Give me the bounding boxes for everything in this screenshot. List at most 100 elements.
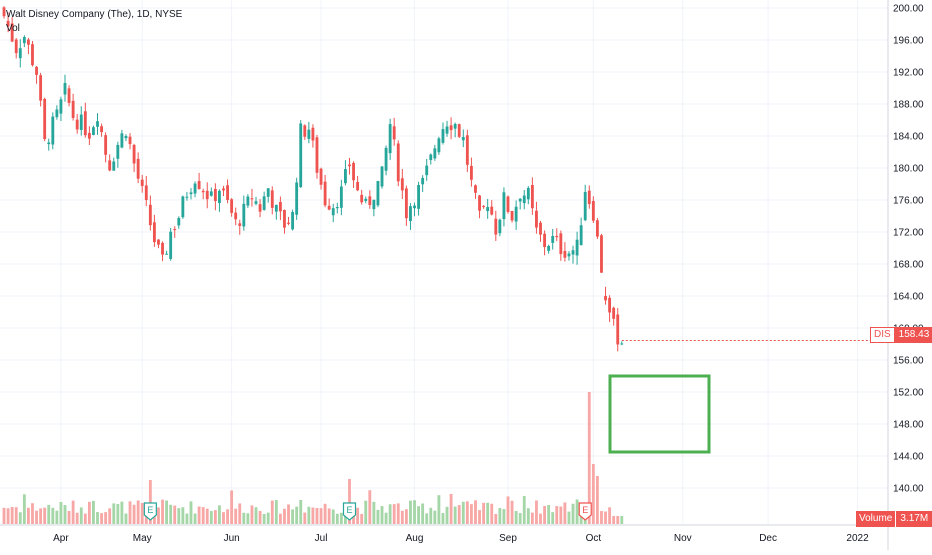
candle [514,200,518,230]
candle [71,93,75,121]
candle-body [234,212,238,220]
candle-body [364,198,368,201]
candle-body [335,207,339,209]
candle-body [307,129,311,139]
candle-body [51,116,55,145]
candle [31,41,34,67]
candle [522,189,526,210]
candle-body [132,144,136,164]
volume-bar [429,507,433,524]
candle-body [303,125,307,137]
candle-body [348,164,351,167]
candle [372,199,376,217]
candle [388,118,392,160]
candle-body [587,190,591,205]
volume-bar [148,480,152,524]
y-tick-label: 176.00 [893,196,924,207]
candle-body [173,229,177,231]
volume-bar [104,512,108,524]
x-tick-label: Jun [224,533,240,544]
volume-bar [262,513,266,524]
candle-body [230,199,234,213]
candle [161,241,164,262]
earnings-marker-label: E [147,505,153,515]
volume-bar [10,507,14,524]
candle-body [136,158,140,179]
highlight-box [608,374,711,454]
candle [246,194,250,208]
candle-body [226,185,229,200]
candle [250,188,254,207]
volume-bar [169,504,173,524]
volume-bar [75,512,79,524]
volume-bar [356,507,360,524]
candle-body [453,123,457,129]
volume-bar [161,499,164,524]
candle [409,203,412,230]
volume-bar [384,512,388,524]
volume-bar [274,500,278,524]
candle-body [100,126,103,133]
candle [218,189,221,212]
volume-legend: Vol [6,23,20,34]
volume-bar [522,496,526,524]
candle [26,37,30,55]
candle-body [604,296,607,301]
price-badge-symbol: DIS [870,327,895,343]
candle [238,219,242,235]
candle-body [474,185,477,193]
candle-body [461,137,465,141]
candle [319,167,323,190]
volume-bar [490,503,494,524]
candle [469,157,473,187]
candle-body [140,179,144,186]
candle [315,134,319,179]
candle [587,185,591,209]
volume-bar [181,507,185,524]
candle-body [213,188,217,202]
candle [278,196,282,221]
volume-bar [31,503,34,524]
candle-body [83,111,87,136]
candle-body [469,165,473,180]
candle [132,143,136,173]
candle-body [457,124,461,137]
candle [169,227,173,261]
volume-bar [388,504,392,524]
candle [579,217,583,246]
earnings-marker: E [578,502,592,521]
candle [116,141,120,168]
candle [486,198,490,219]
volume-bar [551,512,555,524]
volume-bar [266,512,270,524]
candle [331,203,335,223]
volume-bar [47,504,51,524]
volume-bar [205,508,209,524]
candle-body [254,201,258,204]
y-tick-label: 148.00 [893,420,924,431]
candle [144,175,148,207]
candle [356,175,360,192]
candle-body [43,98,47,140]
candle [595,217,599,239]
candle-body [502,192,506,220]
volume-bar [469,504,473,524]
candle-body [547,245,551,251]
y-tick-label: 144.00 [893,452,924,463]
candle-body [6,20,10,27]
candle-body [124,136,128,139]
volume-bar [547,505,551,524]
volume-bars [2,392,624,524]
volume-bar [449,494,453,524]
volume-bar [311,507,315,524]
volume-bar [258,510,262,524]
x-tick-label: Jul [315,533,328,544]
y-tick-label: 200.00 [893,4,924,15]
candle [344,160,347,186]
volume-bar [67,510,71,524]
volume-bar [197,506,201,524]
candle [384,145,388,176]
candle-body [563,250,567,258]
